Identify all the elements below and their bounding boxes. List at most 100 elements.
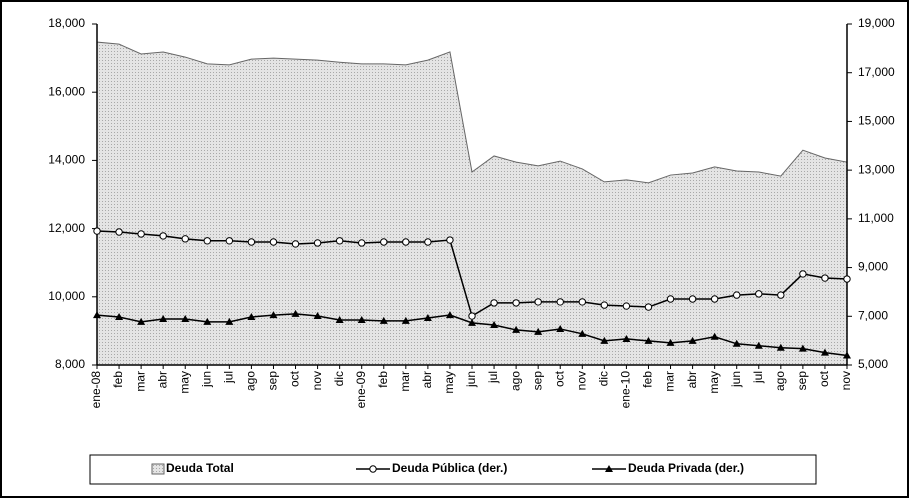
x-tick-label: dic: [332, 371, 346, 386]
x-tick-label: may: [707, 371, 721, 394]
x-tick-label: abr: [685, 371, 699, 388]
marker: [644, 336, 653, 344]
marker: [423, 313, 432, 321]
marker: [313, 312, 322, 320]
x-tick-label: abr: [155, 371, 169, 388]
marker: [313, 239, 322, 247]
x-tick-label: jul: [486, 371, 500, 384]
marker: [666, 338, 675, 346]
marker: [644, 303, 653, 311]
x-tick-label: jun: [199, 371, 213, 388]
x-tick-label: mar: [663, 371, 677, 392]
marker: [380, 238, 388, 246]
x-tick-label: nov: [574, 371, 588, 390]
marker: [798, 344, 807, 352]
x-tick-label: oct: [552, 370, 566, 387]
x-tick-label: sep: [530, 371, 544, 391]
marker: [820, 348, 829, 356]
x-tick-label: ago: [773, 371, 787, 391]
x-tick-label: nov: [310, 371, 324, 390]
y-tick-label: 10,000: [48, 289, 85, 303]
marker: [755, 290, 763, 298]
marker: [379, 316, 388, 324]
marker: [269, 311, 278, 319]
marker: [578, 329, 587, 337]
y-tick-label: 14,000: [48, 153, 85, 167]
marker: [534, 327, 543, 335]
marker: [534, 298, 542, 306]
marker: [358, 239, 366, 247]
marker: [225, 237, 234, 245]
x-tick-label: ene-08: [89, 371, 103, 409]
y-tick-label: 18,000: [48, 16, 85, 30]
marker: [357, 315, 366, 323]
x-tick-label: sep: [266, 371, 280, 391]
marker: [335, 237, 344, 245]
marker: [115, 228, 123, 236]
legend-swatch: [151, 463, 165, 475]
legend-label: Deuda Pública (der.): [392, 461, 507, 475]
marker: [203, 237, 211, 245]
marker: [622, 334, 631, 342]
x-tick-label: mar: [133, 371, 147, 392]
marker: [291, 240, 300, 248]
marker: [468, 318, 476, 326]
marker: [247, 238, 256, 246]
marker: [732, 339, 741, 347]
legend-box: [89, 454, 817, 485]
marker: [843, 351, 851, 359]
y2-tick-label: 9,000: [858, 260, 888, 274]
marker: [799, 270, 807, 278]
marker: [181, 314, 190, 322]
x-tick-label: ago: [244, 371, 258, 391]
marker: [446, 236, 454, 244]
marker: [600, 301, 609, 309]
marker: [556, 324, 565, 332]
marker: [115, 313, 124, 321]
x-tick-label: may: [442, 371, 456, 394]
x-tick-label: dic: [597, 371, 611, 386]
x-tick-label: jun: [464, 371, 478, 388]
marker: [159, 314, 168, 322]
y-tick-label: 12,000: [48, 221, 85, 235]
marker: [468, 312, 476, 320]
y-tick-label: 8,000: [55, 357, 85, 371]
marker: [777, 291, 785, 299]
marker: [622, 302, 631, 310]
marker: [556, 298, 564, 306]
marker: [137, 230, 145, 238]
x-tick-label: may: [177, 371, 191, 394]
marker: [225, 317, 234, 325]
marker: [402, 238, 410, 246]
x-tick-label: feb: [111, 371, 125, 388]
marker: [137, 317, 146, 325]
marker: [424, 238, 432, 246]
y2-tick-label: 17,000: [858, 65, 895, 79]
y2-tick-label: 19,000: [858, 16, 895, 30]
y2-tick-label: 5,000: [858, 357, 888, 371]
x-tick-label: jul: [751, 371, 765, 384]
y2-tick-label: 13,000: [858, 162, 895, 176]
marker: [688, 336, 697, 344]
x-tick-label: oct: [288, 370, 302, 387]
marker: [733, 291, 741, 299]
x-tick-label: sep: [795, 371, 809, 391]
marker: [821, 274, 829, 282]
marker: [247, 313, 256, 321]
marker: [578, 298, 586, 306]
x-tick-label: feb: [641, 371, 655, 388]
marker: [666, 295, 675, 303]
legend-label: Deuda Privada (der.): [628, 461, 744, 475]
x-tick-label: oct: [817, 370, 831, 387]
marker: [490, 299, 498, 307]
marker: [445, 311, 454, 319]
marker: [512, 325, 521, 333]
x-tick-label: ago: [508, 371, 522, 391]
marker: [710, 295, 719, 303]
marker: [159, 232, 167, 240]
marker: [490, 321, 499, 329]
marker: [335, 315, 344, 323]
x-tick-label: nov: [839, 371, 853, 390]
marker: [600, 336, 609, 344]
x-tick-label: ene-09: [354, 371, 368, 409]
